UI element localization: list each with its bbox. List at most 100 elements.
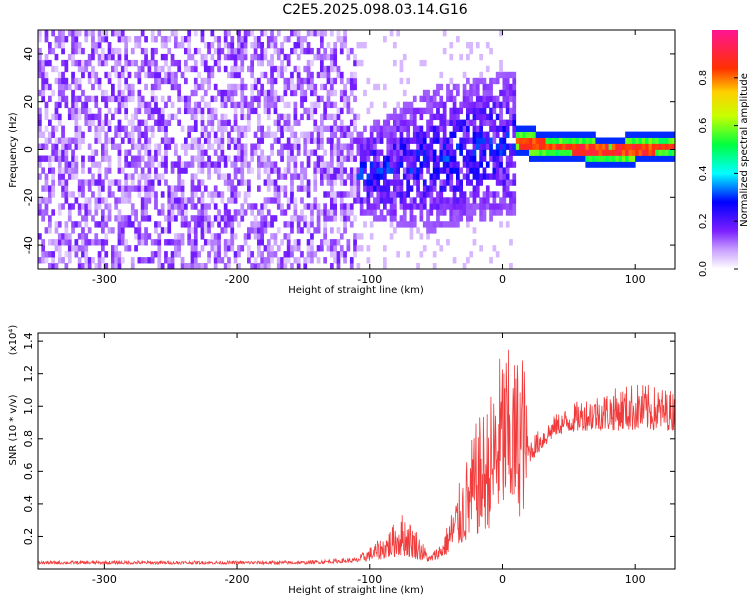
heatmap-cell <box>472 119 477 126</box>
heatmap-cell <box>177 167 182 174</box>
heatmap-cell <box>253 36 258 43</box>
heatmap-cell <box>369 203 374 210</box>
heatmap-cell <box>44 71 49 79</box>
heatmap-cell <box>38 30 42 37</box>
spectrogram-cells <box>38 30 675 269</box>
heatmap-cell <box>160 263 165 269</box>
heatmap-cell <box>661 149 666 156</box>
heatmap-cell <box>57 239 62 246</box>
heatmap-cell <box>230 95 235 103</box>
heatmap-cell <box>44 125 49 132</box>
heatmap-cell <box>565 143 570 150</box>
heatmap-cell <box>240 65 245 73</box>
heatmap-cell <box>366 107 371 115</box>
heatmap-cell <box>349 221 354 228</box>
heatmap-cell <box>482 107 487 115</box>
heatmap-cell <box>41 77 46 85</box>
heatmap-cell <box>61 47 65 55</box>
heatmap-cell <box>187 107 192 115</box>
heatmap-cell <box>625 137 629 144</box>
heatmap-cell <box>452 209 457 216</box>
heatmap-cell <box>184 143 188 150</box>
heatmap-cell <box>203 227 208 234</box>
heatmap-cell <box>568 143 573 150</box>
heatmap-cell <box>436 101 440 109</box>
heatmap-cell <box>349 191 354 198</box>
heatmap-cell <box>154 59 158 67</box>
heatmap-cell <box>111 245 115 252</box>
heatmap-cell <box>393 119 397 126</box>
heatmap-cell <box>286 221 291 228</box>
heatmap-cell <box>356 143 361 150</box>
heatmap-cell <box>363 167 367 174</box>
heatmap-cell <box>203 161 208 168</box>
heatmap-cell <box>67 239 72 246</box>
heatmap-cell <box>97 251 102 258</box>
heatmap-cell <box>323 257 328 264</box>
heatmap-cell <box>466 119 470 126</box>
heatmap-cell <box>396 161 401 168</box>
heatmap-cell <box>114 107 119 115</box>
heatmap-cell <box>343 179 347 186</box>
heatmap-cell <box>545 149 550 156</box>
heatmap-cell <box>339 47 344 55</box>
heatmap-cell <box>492 119 497 126</box>
heatmap-cell <box>170 71 175 79</box>
heatmap-cell <box>343 227 347 234</box>
heatmap-cell <box>104 59 109 67</box>
heatmap-cell <box>250 53 255 61</box>
heatmap-cell <box>57 36 62 43</box>
heatmap-cell <box>475 89 480 97</box>
heatmap-cell <box>585 161 590 168</box>
heatmap-cell <box>562 155 566 162</box>
heatmap-cell <box>353 191 357 198</box>
heatmap-cell <box>412 215 417 222</box>
heatmap-cell <box>266 167 271 174</box>
heatmap-cell <box>87 239 92 246</box>
heatmap-cell <box>237 221 241 228</box>
heatmap-cell <box>41 239 46 246</box>
heatmap-cell <box>320 155 324 162</box>
heatmap-cell <box>154 155 158 162</box>
heatmap-cell <box>71 107 75 115</box>
heatmap-cell <box>485 131 490 138</box>
heatmap-cell <box>111 251 115 258</box>
heatmap-cell <box>512 101 517 109</box>
heatmap-cell <box>396 101 401 109</box>
bottom-xlabel: Height of straight line (km) <box>288 585 424 596</box>
heatmap-cell <box>174 245 178 252</box>
heatmap-cell <box>61 36 65 43</box>
heatmap-cell <box>200 107 205 115</box>
heatmap-cell <box>84 101 89 109</box>
heatmap-cell <box>111 179 115 186</box>
heatmap-cell <box>137 119 142 126</box>
heatmap-cell <box>509 149 513 156</box>
heatmap-cell <box>38 107 42 115</box>
heatmap-cell <box>124 131 129 138</box>
heatmap-cell <box>386 119 391 126</box>
heatmap-cell <box>253 143 258 150</box>
heatmap-cell <box>240 143 245 150</box>
heatmap-cell <box>104 131 109 138</box>
heatmap-cell <box>426 89 430 97</box>
heatmap-cell <box>167 209 172 216</box>
heatmap-cell <box>651 131 656 138</box>
heatmap-cell <box>120 71 125 79</box>
heatmap-cell <box>220 137 225 144</box>
heatmap-cell <box>184 101 188 109</box>
heatmap-cell <box>137 77 142 85</box>
heatmap-cell <box>170 113 175 121</box>
heatmap-cell <box>200 83 205 91</box>
heatmap-cell <box>193 257 198 264</box>
heatmap-cell <box>64 179 69 186</box>
heatmap-cell <box>117 36 122 43</box>
heatmap-cell <box>356 185 361 192</box>
heatmap-cell <box>223 245 228 252</box>
heatmap-cell <box>270 30 274 37</box>
heatmap-cell <box>71 149 75 156</box>
heatmap-cell <box>124 221 129 228</box>
heatmap-cell <box>290 89 294 97</box>
heatmap-cell <box>502 143 507 150</box>
heatmap-cell <box>499 71 503 79</box>
heatmap-cell <box>393 42 397 49</box>
